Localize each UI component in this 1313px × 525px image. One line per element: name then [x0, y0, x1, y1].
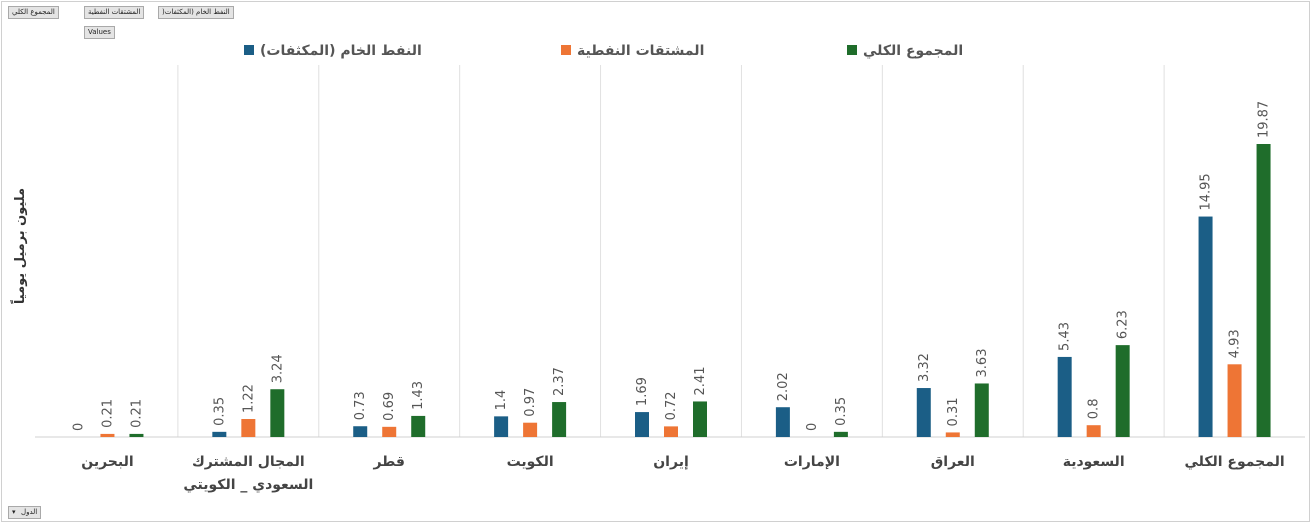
value-labels: 14.95 4.93 19.87 5.43 0.8 6.23 3.32 0.31 3.63 2.0… [71, 101, 1271, 431]
category-label: المجموع الكلي [1184, 454, 1284, 470]
filter-button-crude[interactable]: النفط الخام (المكثفات( [158, 6, 234, 19]
value-label: 14.95 [1199, 173, 1214, 210]
bar [664, 426, 678, 437]
category-label: المجال المشترك [192, 454, 305, 470]
value-label: 19.87 [1257, 101, 1272, 138]
bar [494, 416, 509, 437]
bar [1198, 216, 1213, 437]
category-labels: المجموع الكلي السعودية العراق الإمارات إيران… [81, 454, 1284, 494]
value-label: 1.22 [241, 384, 256, 413]
legend-swatch [244, 45, 254, 55]
value-label: 0 [805, 423, 820, 431]
value-label: 2.02 [776, 372, 791, 401]
legend-swatch [561, 45, 571, 55]
bar [212, 431, 227, 437]
bar [1086, 425, 1101, 437]
legend-swatch [847, 45, 857, 55]
value-label: 0.69 [382, 392, 397, 421]
category-label: العراق [931, 454, 975, 470]
bar [241, 419, 256, 437]
bar [974, 383, 989, 437]
bar [775, 407, 790, 437]
value-label: 1.43 [411, 381, 426, 410]
bar [382, 426, 397, 437]
category-label: إيران [653, 454, 689, 470]
legend-label: النفط الخام (المكثفات) [260, 43, 422, 59]
bar [129, 433, 144, 437]
value-label: 3.63 [975, 349, 990, 378]
bar [635, 412, 649, 437]
value-label: 0.73 [353, 391, 368, 420]
category-label: الإمارات [784, 454, 840, 470]
bar [411, 415, 426, 437]
legend-label: المجموع الكلي [863, 43, 963, 59]
bar [100, 433, 115, 437]
value-label: 3.24 [270, 354, 285, 383]
category-label: البحرين [81, 454, 133, 470]
value-label: 0.31 [946, 397, 961, 426]
value-label: 0.97 [523, 388, 538, 417]
value-label: 5.43 [1058, 322, 1073, 351]
category-label: قطر [372, 454, 405, 470]
value-label: 0.35 [212, 397, 227, 426]
bar [552, 402, 567, 437]
axis-field-label: الدول [21, 508, 38, 516]
value-label: 0.21 [100, 399, 115, 428]
dropdown-arrow-icon: ▾ [12, 508, 16, 516]
filter-button-derivatives[interactable]: المشتقات النفطية [84, 6, 145, 19]
value-label: 0 [71, 423, 86, 431]
bars [100, 144, 1271, 437]
bar [945, 432, 960, 437]
bar [353, 426, 368, 437]
bar [270, 389, 285, 437]
value-label: 0.21 [129, 399, 144, 428]
value-label: 0.35 [834, 397, 849, 426]
bar [833, 431, 848, 437]
value-label: 4.93 [1228, 329, 1243, 358]
value-label: 1.4 [494, 390, 509, 411]
value-label: 3.32 [917, 353, 932, 382]
bar [1057, 356, 1072, 437]
values-button[interactable]: Values [84, 26, 115, 39]
legend-label: المشتقات النفطية [577, 43, 704, 59]
category-label: السعودي _ الكويتي [183, 477, 313, 494]
bar [693, 401, 707, 437]
value-label: 2.37 [552, 367, 567, 396]
value-label: 1.69 [635, 377, 650, 406]
bar [1115, 345, 1130, 437]
value-label: 0.72 [664, 391, 679, 420]
legend: النفط الخام (المكثفات) المشتقات النفطية ال… [244, 43, 963, 59]
value-label: 0.8 [1087, 399, 1102, 420]
category-label: السعودية [1063, 454, 1125, 470]
category-dividers [177, 65, 1165, 437]
y-axis-title: مليون برميل يومياً [10, 188, 28, 304]
bar [1227, 364, 1242, 437]
axis-field-button[interactable]: الدول ▾ [8, 506, 42, 519]
value-label: 2.41 [693, 367, 708, 396]
bar [916, 388, 931, 437]
value-label: 6.23 [1116, 310, 1131, 339]
bar [1256, 144, 1271, 437]
filter-button-total[interactable]: المجموع الكلي [8, 6, 59, 19]
category-label: الكويت [507, 454, 554, 470]
bar [523, 422, 538, 437]
